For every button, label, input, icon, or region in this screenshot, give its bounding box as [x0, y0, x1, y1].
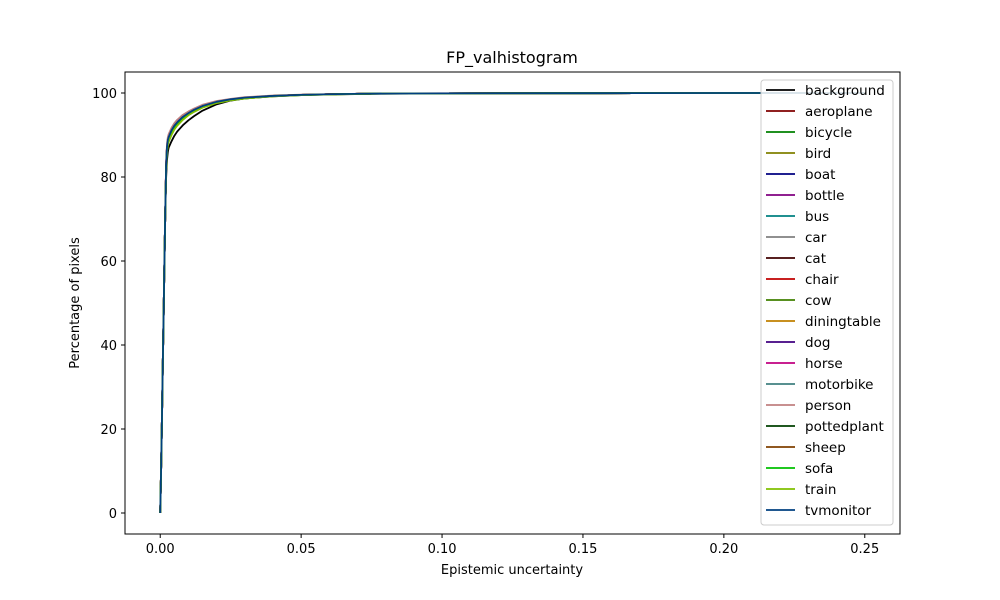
series-line-cat — [159, 92, 865, 514]
y-tick-label: 40 — [100, 339, 117, 354]
y-tick-label: 100 — [92, 87, 117, 102]
legend-label: boat — [805, 167, 835, 183]
legend-label: bus — [805, 209, 829, 225]
series-line-tvmonitor — [159, 92, 865, 514]
plot-frame — [124, 71, 901, 535]
y-axis-label: Percentage of pixels — [68, 237, 83, 369]
plot-area — [159, 92, 865, 514]
series-line-person — [159, 92, 865, 514]
legend-label: cow — [805, 293, 832, 309]
legend-label: bottle — [805, 188, 844, 204]
legend-label: aeroplane — [805, 104, 873, 120]
legend-label: motorbike — [805, 377, 873, 393]
series-line-boat — [159, 92, 865, 514]
legend-label: person — [805, 398, 851, 414]
series-line-pottedplant — [159, 92, 865, 514]
legend-label: horse — [805, 356, 843, 372]
x-tick-label: 0.00 — [146, 542, 175, 557]
legend-label: sheep — [805, 440, 846, 456]
legend-label: bird — [805, 146, 831, 162]
series-line-motorbike — [159, 92, 865, 514]
series-line-sheep — [159, 92, 865, 514]
x-tick-label: 0.20 — [709, 542, 738, 557]
series-line-dog — [159, 92, 865, 514]
legend-label: diningtable — [805, 314, 881, 330]
series-line-chair — [159, 92, 865, 514]
y-tick-label: 60 — [100, 255, 117, 270]
x-tick-label: 0.10 — [428, 542, 457, 557]
legend-label: tvmonitor — [805, 503, 872, 519]
series-line-aeroplane — [159, 92, 865, 514]
x-axis: 0.00 0.05 0.10 0.15 0.20 0.25 — [146, 534, 879, 557]
legend-label: train — [805, 482, 836, 498]
series-line-bicycle — [159, 92, 865, 514]
series-line-diningtable — [159, 92, 865, 514]
series-line-train — [159, 92, 865, 514]
y-tick-label: 80 — [100, 171, 117, 186]
legend-label: cat — [805, 251, 826, 267]
x-tick-label: 0.25 — [850, 542, 879, 557]
series-line-car — [159, 92, 865, 514]
series-line-sofa — [159, 92, 865, 514]
series-line-bus — [159, 92, 865, 514]
series-line-background — [159, 92, 865, 514]
chart-title: FP_valhistogram — [446, 48, 578, 68]
x-tick-label: 0.15 — [568, 542, 597, 557]
legend-label: pottedplant — [805, 419, 884, 435]
legend-label: car — [805, 230, 827, 246]
series-line-horse — [159, 92, 865, 514]
series-line-bottle — [159, 92, 865, 514]
series-line-bird — [159, 92, 865, 514]
legend: background aeroplane bicycle bird boat bottle… — [760, 79, 894, 526]
legend-label: sofa — [805, 461, 833, 477]
legend-label: bicycle — [805, 125, 852, 141]
x-tick-label: 0.05 — [287, 542, 316, 557]
series-line-cow — [159, 92, 865, 514]
y-tick-label: 20 — [100, 423, 117, 438]
legend-label: chair — [805, 272, 839, 288]
legend-box — [760, 79, 894, 526]
x-axis-label: Epistemic uncertainty — [441, 563, 583, 578]
legend-label: dog — [805, 335, 830, 351]
y-tick-label: 0 — [109, 507, 117, 522]
legend-label: background — [805, 83, 885, 99]
y-axis: 0 20 40 60 80 100 — [92, 87, 125, 522]
